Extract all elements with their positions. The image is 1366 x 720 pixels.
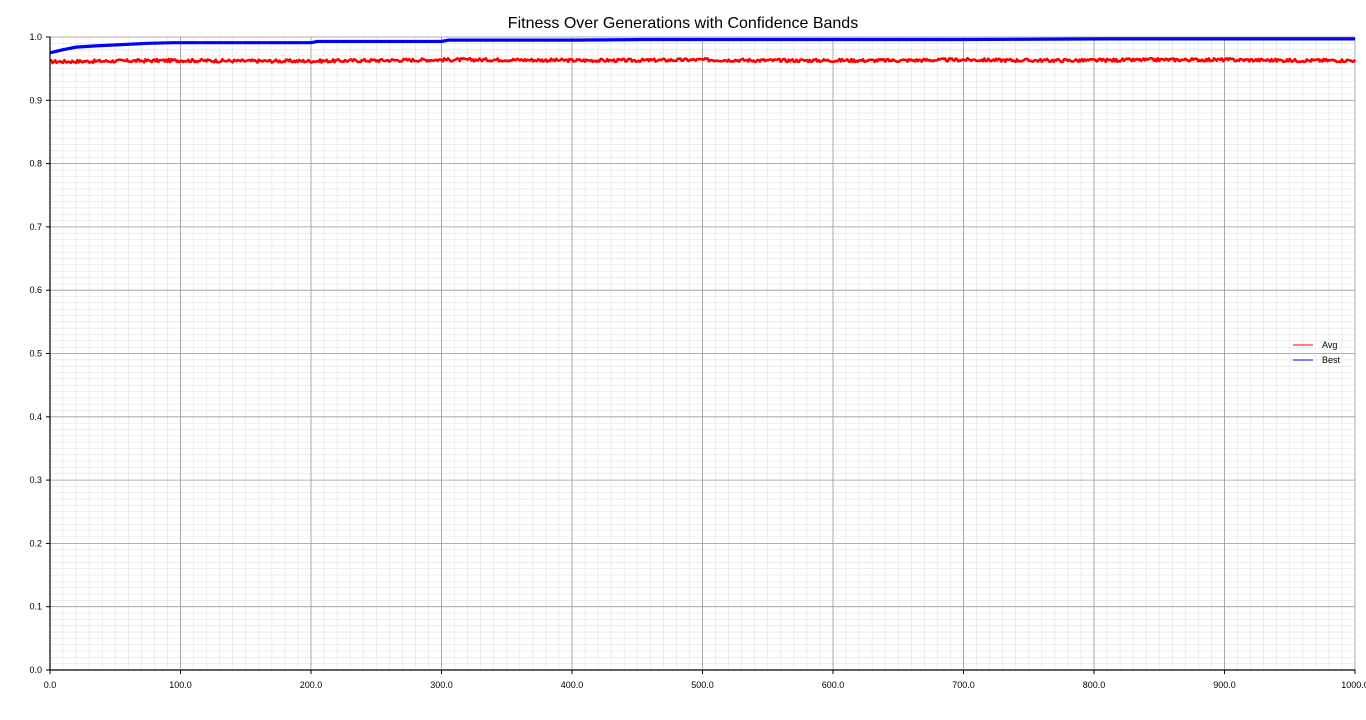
y-tick-label: 0.6 (29, 285, 42, 295)
series-layer (49, 37, 1357, 65)
legend: Avg Best (1293, 340, 1341, 365)
y-tick-label: 0.7 (29, 222, 42, 232)
x-tick-label: 700.0 (952, 680, 975, 690)
x-tick-label: 500.0 (691, 680, 714, 690)
chart-title: Fitness Over Generations with Confidence… (508, 15, 858, 32)
x-tick-label: 0.0 (44, 680, 57, 690)
x-tick-label: 600.0 (822, 680, 845, 690)
x-tick-label: 400.0 (561, 680, 584, 690)
y-tick-label: 0.2 (29, 538, 42, 548)
y-tick-label: 0.5 (29, 349, 42, 359)
y-tick-label: 0.9 (29, 95, 42, 105)
x-tick-label: 100.0 (169, 680, 192, 690)
legend-label-avg: Avg (1322, 340, 1337, 350)
series-line-avg (49, 56, 1357, 65)
x-tick-label: 1000.0 (1341, 680, 1366, 690)
legend-label-best: Best (1322, 355, 1341, 365)
x-tick-label: 300.0 (430, 680, 453, 690)
y-tick-label: 1.0 (29, 32, 42, 42)
x-tick-label: 900.0 (1213, 680, 1236, 690)
y-tick-label: 0.1 (29, 602, 42, 612)
y-tick-label: 0.0 (29, 665, 42, 675)
series-line-best (49, 37, 1355, 55)
x-tick-label: 800.0 (1083, 680, 1106, 690)
y-tick-label: 0.3 (29, 475, 42, 485)
x-axis-ticks: 0.0 100.0 200.0 300.0 400.0 500.0 600.0 700.0 80… (44, 670, 1366, 690)
x-tick-label: 200.0 (300, 680, 323, 690)
y-tick-label: 0.8 (29, 159, 42, 169)
y-axis-ticks: 0.0 0.1 0.2 0.3 0.4 0.5 0.6 0.7 0.8 0.9 1.0 (29, 32, 50, 675)
y-tick-label: 0.4 (29, 412, 42, 422)
